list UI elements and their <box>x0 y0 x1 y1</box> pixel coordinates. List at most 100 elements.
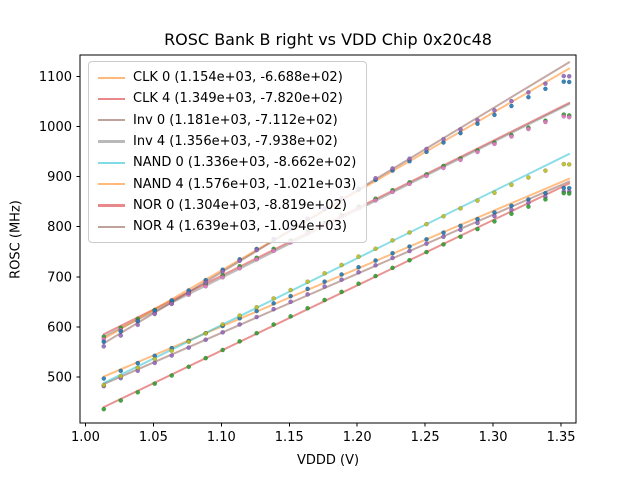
scatter-point <box>254 247 260 253</box>
scatter-point <box>152 311 158 317</box>
scatter-point <box>203 337 209 343</box>
legend-line-swatch <box>98 204 125 207</box>
scatter-point <box>509 182 514 188</box>
legend-label: CLK 4 (1.349e+03, -7.820e+02) <box>133 91 343 107</box>
legend-label: Inv 0 (1.181e+03, -7.112e+02) <box>133 112 338 128</box>
scatter-point <box>118 333 124 338</box>
legend-label: NOR 0 (1.304e+03, -8.819e+02) <box>133 197 347 213</box>
scatter-point <box>441 213 446 219</box>
scatter-point <box>101 339 107 345</box>
scatter-point <box>339 262 344 268</box>
scatter-point <box>203 355 209 361</box>
scatter-point <box>271 296 276 301</box>
x-tick-label: 1.05 <box>139 430 168 445</box>
scatter-point <box>135 389 141 395</box>
legend-line-swatch <box>98 76 125 79</box>
legend-item-clk-4: CLK 4 (1.349e+03, -7.820e+02) <box>98 88 356 109</box>
legend-item-nand-4: NAND 4 (1.576e+03, -1.021e+03) <box>98 173 356 194</box>
scatter-point <box>390 250 395 256</box>
scatter-point <box>203 331 209 336</box>
scatter-point <box>492 213 497 219</box>
scatter-point <box>526 94 531 100</box>
scatter-point <box>441 242 446 247</box>
scatter-point <box>458 127 463 132</box>
legend-item-nand-0: NAND 0 (1.336e+03, -8.662e+02) <box>98 152 356 173</box>
scatter-point <box>492 219 497 224</box>
scatter-point <box>271 248 276 254</box>
legend-item-nor-0: NOR 0 (1.304e+03, -8.819e+02) <box>98 195 356 216</box>
scatter-point <box>561 190 567 196</box>
scatter-point <box>101 406 107 412</box>
y-tick-label: 600 <box>47 320 72 335</box>
scatter-point <box>169 301 175 307</box>
scatter-point <box>509 211 514 217</box>
scatter-point <box>339 272 344 277</box>
legend-box: CLK 0 (1.154e+03, -6.688e+02) CLK 4 (1.34… <box>88 61 368 244</box>
scatter-point <box>373 258 378 263</box>
scatter-point <box>152 356 158 362</box>
scatter-point <box>492 141 497 147</box>
chart-title: ROSC Bank B right vs VDD Chip 0x20c48 <box>164 30 492 49</box>
scatter-point <box>390 255 395 261</box>
scatter-point <box>220 274 226 280</box>
x-tick-label: 1.10 <box>207 430 236 445</box>
scatter-point <box>152 360 158 366</box>
legend-label: NAND 0 (1.336e+03, -8.662e+02) <box>133 155 357 171</box>
scatter-point <box>322 297 327 303</box>
y-tick-label: 1100 <box>39 70 72 85</box>
scatter-point <box>118 373 124 379</box>
scatter-point <box>220 269 226 274</box>
scatter-point <box>135 322 141 328</box>
scatter-point <box>566 191 572 196</box>
scatter-point <box>305 286 310 292</box>
scatter-point <box>561 73 567 79</box>
scatter-point <box>203 279 209 285</box>
scatter-point <box>271 300 276 306</box>
scatter-point <box>475 198 480 203</box>
fit-line-clk-0 <box>102 177 571 378</box>
fit-line-nor-0 <box>102 182 571 409</box>
scatter-point <box>288 287 293 293</box>
scatter-point <box>356 254 361 259</box>
scatter-point <box>271 306 276 312</box>
x-tick-label: 1.20 <box>343 430 372 445</box>
x-tick-label: 1.35 <box>547 430 576 445</box>
scatter-point <box>186 364 192 370</box>
fit-line-nand-0 <box>102 152 571 385</box>
scatter-point <box>237 338 243 344</box>
scatter-point <box>322 270 327 276</box>
x-tick-label: 1.15 <box>275 430 304 445</box>
scatter-point <box>543 119 548 125</box>
scatter-point <box>526 175 531 180</box>
scatter-point <box>407 244 412 249</box>
legend-label: NOR 4 (1.639e+03, -1.094e+03) <box>133 219 347 235</box>
scatter-point <box>254 330 260 336</box>
x-tick-label: 1.25 <box>411 430 440 445</box>
scatter-point <box>424 236 429 242</box>
scatter-point <box>135 360 141 366</box>
scatter-point <box>186 290 192 296</box>
legend-line-swatch <box>98 119 125 122</box>
legend-item-inv-0: Inv 0 (1.181e+03, -7.112e+02) <box>98 110 356 131</box>
scatter-point <box>543 81 548 86</box>
scatter-point <box>509 98 514 104</box>
y-tick-label: 1000 <box>39 120 72 135</box>
scatter-point <box>458 206 463 211</box>
scatter-point <box>237 313 243 318</box>
scatter-point <box>152 381 158 386</box>
scatter-point <box>169 348 175 353</box>
scatter-point <box>561 113 567 119</box>
scatter-point <box>492 190 497 196</box>
scatter-point <box>356 264 361 270</box>
scatter-point <box>305 292 310 297</box>
y-tick-label: 800 <box>47 220 72 235</box>
scatter-point <box>458 234 463 240</box>
x-tick-label: 1.00 <box>71 430 100 445</box>
scatter-point <box>220 322 226 327</box>
scatter-point <box>373 262 378 268</box>
scatter-point <box>220 329 226 335</box>
scatter-point <box>424 241 429 246</box>
scatter-point <box>526 204 531 209</box>
scatter-point <box>271 322 276 327</box>
